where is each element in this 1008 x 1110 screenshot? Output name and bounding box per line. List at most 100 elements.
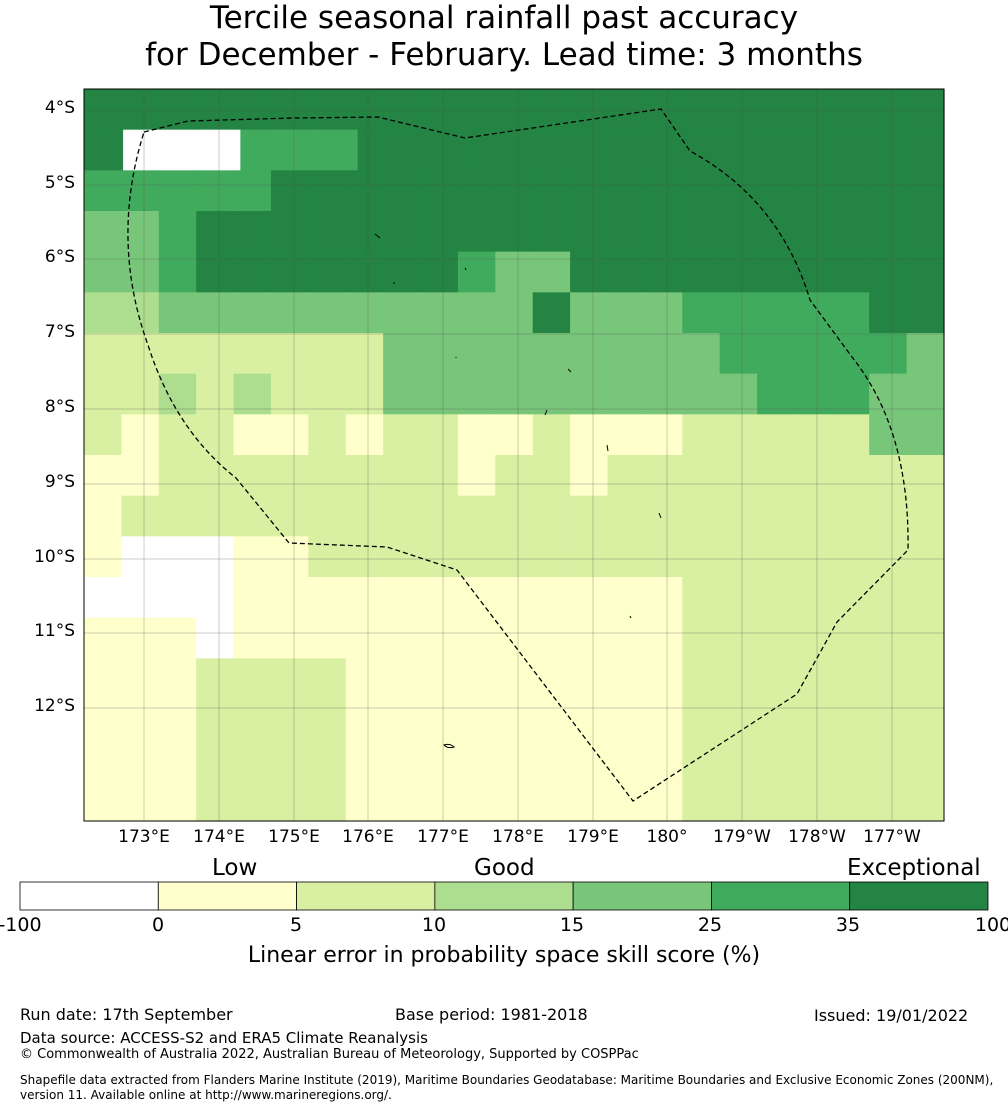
skill-cell — [495, 658, 534, 700]
colorbar-tick: 15 — [559, 914, 585, 936]
skill-cell — [383, 373, 422, 415]
skill-cell — [457, 89, 496, 131]
skill-cell — [869, 292, 908, 334]
skill-cell — [682, 373, 721, 415]
lon-label: 175°E — [268, 827, 320, 847]
skill-cell — [345, 577, 384, 619]
skill-cell — [570, 780, 609, 822]
skill-cell — [308, 780, 347, 822]
skill-cell — [270, 495, 309, 537]
skill-cell — [757, 414, 796, 456]
skill-cell — [719, 617, 758, 659]
skill-cell — [532, 292, 571, 334]
skill-cell — [383, 211, 422, 253]
skill-cell — [757, 373, 796, 415]
skill-cell — [457, 536, 496, 578]
skill-cell — [831, 536, 870, 578]
skill-cell — [719, 780, 758, 822]
skill-cell — [233, 373, 272, 415]
lat-label: 9°S — [44, 472, 75, 492]
skill-cell — [906, 455, 945, 497]
skill-cell — [457, 617, 496, 659]
skill-cell — [869, 536, 908, 578]
skill-cell — [383, 780, 422, 822]
skill-cell — [644, 495, 683, 537]
skill-cell — [457, 292, 496, 334]
skill-cell — [794, 251, 833, 293]
skill-cell — [514, 129, 554, 171]
skill-cell — [383, 89, 422, 131]
island — [464, 267, 467, 271]
skill-cell — [158, 699, 197, 741]
skill-cell — [308, 333, 347, 375]
skill-cell — [532, 89, 571, 131]
skill-cell — [592, 129, 632, 171]
title-line-1: Tercile seasonal rainfall past accuracy — [209, 0, 799, 36]
skill-cell — [308, 89, 347, 131]
skill-cell — [495, 89, 534, 131]
skill-cell — [719, 333, 758, 375]
skill-cell — [794, 699, 833, 741]
skill-cell — [158, 251, 197, 293]
skill-cell — [196, 292, 235, 334]
skill-cell — [794, 333, 833, 375]
lon-label: 174°E — [193, 827, 245, 847]
skill-cell — [794, 373, 833, 415]
skill-cell — [457, 780, 496, 822]
skill-cell — [345, 455, 384, 497]
skill-cell — [794, 780, 833, 822]
skill-cell — [906, 89, 945, 131]
eez-boundary — [127, 108, 909, 802]
island — [567, 368, 572, 373]
skill-cell — [121, 89, 160, 131]
skill-cell — [196, 577, 235, 619]
skill-cell — [84, 739, 122, 781]
lat-label: 8°S — [44, 397, 75, 417]
skill-cell — [457, 373, 496, 415]
skill-cell — [757, 170, 796, 212]
skill-cell — [345, 780, 384, 822]
skill-cell — [383, 577, 422, 619]
shapefile-credit-2: version 11. Available online at http://w… — [20, 1088, 392, 1102]
skill-cell — [201, 129, 241, 171]
lat-label: 4°S — [44, 98, 75, 118]
skill-cell — [757, 211, 796, 253]
skill-cell — [831, 373, 870, 415]
skill-cell — [158, 658, 197, 700]
skill-cell — [457, 495, 496, 537]
skill-cell — [308, 699, 347, 741]
skill-cell — [121, 333, 160, 375]
skill-cell — [906, 292, 945, 334]
skill-cell — [831, 170, 870, 212]
skill-cell — [457, 251, 496, 293]
skill-cell — [420, 658, 459, 700]
skill-cell — [831, 414, 870, 456]
skill-cell — [420, 577, 459, 619]
skill-cell — [719, 211, 758, 253]
skill-cell — [308, 455, 347, 497]
colorbar — [19, 881, 989, 911]
lat-label: 11°S — [34, 621, 75, 641]
lon-label: 180° — [646, 827, 688, 847]
lat-label: 12°S — [34, 696, 75, 716]
skill-cell — [532, 170, 571, 212]
skill-cell — [308, 292, 347, 334]
skill-cell — [383, 455, 422, 497]
skill-cell — [570, 455, 609, 497]
skill-cell — [869, 617, 908, 659]
skill-cell — [420, 780, 459, 822]
skill-cell — [682, 617, 721, 659]
skill-cell — [233, 577, 272, 619]
skill-cell — [345, 658, 384, 700]
skill-cell — [532, 780, 571, 822]
skill-cell — [757, 89, 796, 131]
skill-cell — [644, 536, 683, 578]
skill-cell — [794, 455, 833, 497]
skill-cell — [457, 414, 496, 456]
skill-cell — [607, 292, 646, 334]
skill-cell — [831, 455, 870, 497]
skill-cell — [84, 536, 122, 578]
skill-cell — [420, 455, 459, 497]
skill-cell — [196, 658, 235, 700]
skill-cell — [794, 292, 833, 334]
